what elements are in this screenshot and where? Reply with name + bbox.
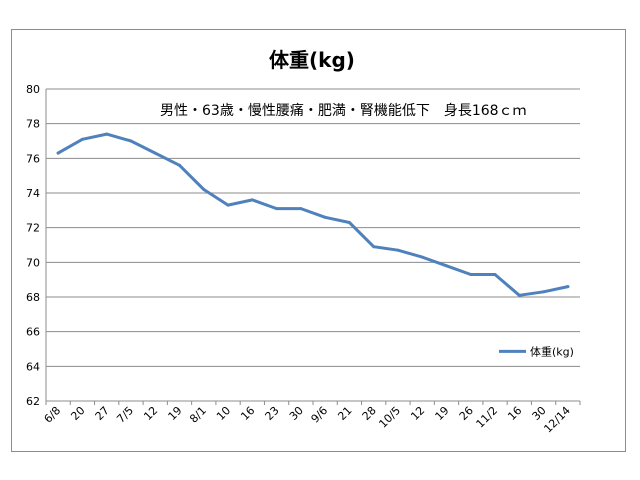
chart-title: 体重(kg)	[269, 48, 355, 72]
data-point	[178, 163, 181, 167]
x-tick-label: 11/2	[474, 404, 501, 431]
x-tick-label: 27	[93, 404, 112, 423]
x-tick-label: 9/6	[309, 404, 331, 426]
data-point	[420, 255, 424, 259]
x-tick-label: 16	[505, 404, 524, 423]
data-point	[299, 207, 303, 211]
x-tick-label: 12/14	[541, 404, 573, 436]
x-tick-label: 21	[335, 404, 354, 423]
data-point	[323, 215, 327, 219]
x-tick-label: 6/8	[42, 404, 64, 426]
data-point	[493, 272, 497, 276]
y-tick-label: 68	[26, 291, 40, 304]
legend-label: 体重(kg)	[530, 344, 574, 358]
data-point	[347, 220, 351, 224]
x-tick-label: 10	[214, 404, 233, 423]
legend: 体重(kg)	[499, 344, 574, 358]
data-point	[202, 188, 206, 192]
data-point	[250, 198, 254, 202]
y-tick-label: 74	[26, 187, 40, 200]
y-tick-label: 70	[26, 256, 40, 269]
data-point	[542, 290, 546, 294]
x-tick-label: 26	[457, 404, 476, 423]
x-tick-label: 7/5	[114, 404, 136, 426]
weight-line-chart: 体重(kg) 62 64 66 68 70 72 74 76 78 80 6/8 20 27 7/5 12 1…	[26, 48, 581, 436]
data-point	[226, 203, 230, 207]
data-point	[469, 272, 473, 276]
x-tick-label: 20	[68, 404, 87, 423]
x-tick-label: 30	[530, 404, 549, 423]
series-line	[56, 132, 570, 297]
data-point	[517, 293, 521, 297]
x-tick-label: 8/1	[187, 404, 209, 426]
data-point	[396, 248, 400, 252]
x-tick-label: 12	[141, 404, 160, 423]
data-point	[566, 285, 570, 289]
chart-frame: 体重(kg) 62 64 66 68 70 72 74 76 78 80 6/8 20 27 7/5 12 1…	[11, 29, 626, 452]
y-tick-label: 76	[26, 152, 40, 165]
data-point	[129, 139, 133, 143]
x-tick-label: 19	[433, 404, 452, 423]
y-tick-label: 64	[26, 360, 40, 373]
data-point	[56, 151, 60, 155]
data-point	[153, 151, 157, 155]
y-tick-label: 72	[26, 222, 40, 235]
data-point	[275, 207, 279, 211]
data-point	[445, 264, 448, 268]
x-tick-label: 16	[238, 404, 257, 423]
y-tick-label: 62	[26, 395, 40, 408]
y-tick-label: 66	[26, 326, 40, 339]
x-tick-label: 10/5	[376, 404, 403, 431]
y-tick-label: 80	[26, 83, 40, 96]
data-point	[372, 245, 376, 249]
x-tick-label: 23	[263, 404, 282, 423]
data-point	[105, 132, 109, 136]
y-tick-label: 78	[26, 118, 40, 131]
chart-subtitle: 男性・63歳・慢性腰痛・肥満・腎機能低下 身長168ｃｍ	[160, 102, 527, 119]
x-tick-label: 19	[166, 404, 185, 423]
data-point	[80, 137, 84, 141]
x-tick-label: 30	[287, 404, 306, 423]
x-tick-label: 12	[408, 404, 427, 423]
x-tick-label: 28	[360, 404, 379, 423]
